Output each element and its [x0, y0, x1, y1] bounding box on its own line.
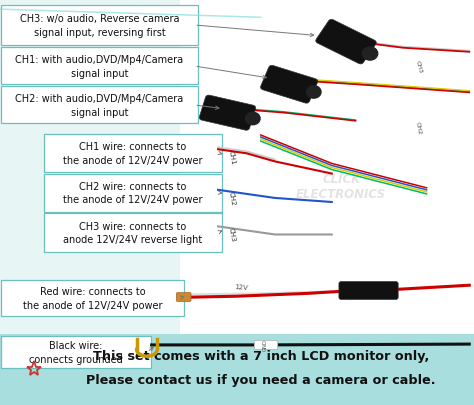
FancyBboxPatch shape	[1, 87, 198, 124]
FancyBboxPatch shape	[176, 293, 191, 302]
Text: CH3 wire: connects to
anode 12V/24V reverse light: CH3 wire: connects to anode 12V/24V reve…	[63, 221, 202, 245]
FancyBboxPatch shape	[200, 96, 255, 131]
FancyBboxPatch shape	[44, 174, 222, 212]
FancyBboxPatch shape	[254, 340, 277, 349]
FancyBboxPatch shape	[44, 134, 222, 173]
Text: CLICK
ELECTRONICS: CLICK ELECTRONICS	[296, 173, 386, 200]
FancyBboxPatch shape	[0, 0, 474, 334]
FancyBboxPatch shape	[0, 334, 474, 405]
FancyBboxPatch shape	[316, 20, 376, 65]
Text: CH1: with audio,DVD/Mp4/Camera
signal input: CH1: with audio,DVD/Mp4/Camera signal in…	[16, 55, 183, 79]
FancyBboxPatch shape	[1, 48, 198, 85]
FancyBboxPatch shape	[180, 0, 474, 334]
Text: Red wire: connects to
the anode of 12V/24V power: Red wire: connects to the anode of 12V/2…	[23, 286, 162, 310]
Text: This set comes with a 7 inch LCD monitor only,: This set comes with a 7 inch LCD monitor…	[92, 349, 429, 362]
Text: CH1 wire: connects to
the anode of 12V/24V power: CH1 wire: connects to the anode of 12V/2…	[63, 142, 202, 165]
FancyBboxPatch shape	[339, 282, 398, 300]
FancyBboxPatch shape	[1, 280, 184, 316]
FancyBboxPatch shape	[1, 336, 151, 369]
Text: CH2: CH2	[415, 121, 422, 134]
Circle shape	[307, 87, 321, 99]
Text: Please contact us if you need a camera or cable.: Please contact us if you need a camera o…	[86, 373, 436, 386]
Text: CH2: with audio,DVD/Mp4/Camera
signal input: CH2: with audio,DVD/Mp4/Camera signal in…	[16, 94, 183, 117]
Text: CH1: CH1	[228, 150, 236, 165]
Text: CH3: CH3	[415, 60, 423, 74]
FancyBboxPatch shape	[1, 6, 198, 46]
Text: CH2: CH2	[228, 190, 236, 205]
Text: CH3: w/o audio, Reverse camera
signal input, reversing first: CH3: w/o audio, Reverse camera signal in…	[20, 14, 179, 38]
Text: Black wire:
connects grounded: Black wire: connects grounded	[29, 340, 123, 364]
Text: CH3: CH3	[228, 227, 236, 242]
Text: 12V: 12V	[235, 284, 249, 290]
Circle shape	[246, 113, 260, 126]
Text: CH2 wire: connects to
the anode of 12V/24V power: CH2 wire: connects to the anode of 12V/2…	[63, 181, 202, 205]
Circle shape	[362, 48, 378, 61]
FancyBboxPatch shape	[261, 66, 318, 104]
FancyBboxPatch shape	[44, 214, 222, 252]
Text: GND: GND	[263, 338, 268, 350]
